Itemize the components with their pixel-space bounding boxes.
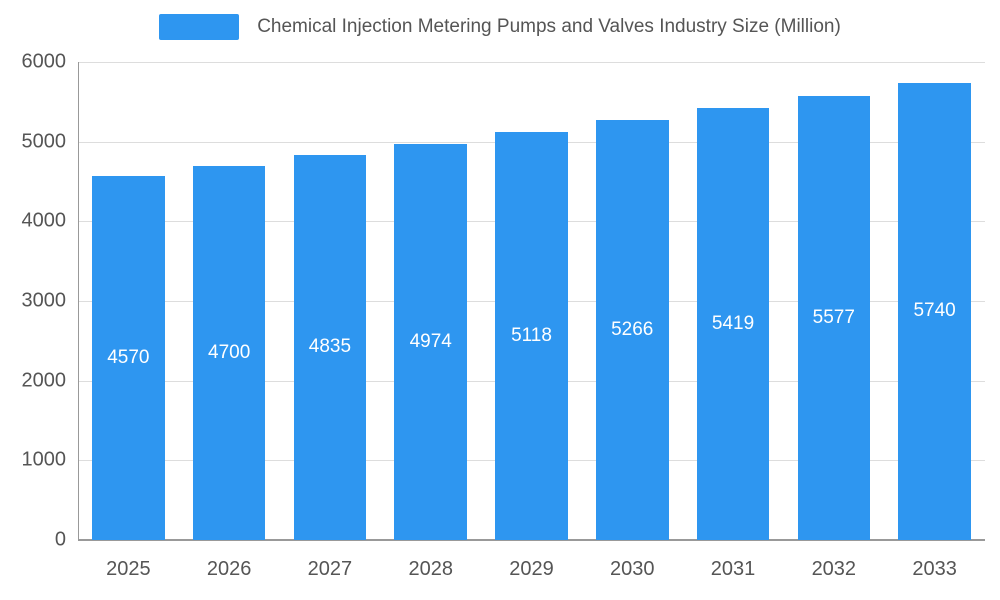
x-axis-tick-label: 2026 — [206, 558, 252, 580]
bar-2025 — [92, 175, 165, 540]
bar-2028 — [394, 143, 467, 540]
x-axis-tick-label: 2032 — [811, 558, 857, 580]
bar-value-label: 4570 — [107, 346, 150, 368]
bar-value-label: 5419 — [711, 313, 755, 335]
y-axis-line — [78, 62, 79, 540]
y-axis-tick-label: 4000 — [21, 209, 67, 232]
bar-value-label: 5118 — [511, 325, 552, 347]
gridline-6000 — [78, 62, 985, 63]
x-axis-tick-label: 2031 — [710, 558, 756, 580]
bar-value-label: 5577 — [812, 306, 855, 328]
chart-title: Chemical Injection Metering Pumps and Va… — [257, 16, 841, 37]
bar-2026 — [192, 165, 266, 540]
x-axis-tick-label: 2028 — [408, 558, 453, 580]
bar-value-label: 5266 — [611, 319, 654, 341]
x-axis-line — [78, 539, 985, 541]
bar-2033 — [898, 82, 971, 540]
y-axis-tick-label: 2000 — [21, 369, 67, 392]
legend-swatch — [159, 14, 240, 40]
bar-2032 — [797, 95, 871, 540]
chart-legend: Chemical Injection Metering Pumps and Va… — [0, 14, 1000, 40]
bar-2029 — [495, 132, 568, 540]
y-axis-tick-label: 0 — [54, 528, 66, 551]
y-axis-tick-label: 6000 — [21, 50, 67, 73]
y-axis-tick-label: 1000 — [21, 448, 67, 471]
bar-2030 — [595, 120, 669, 540]
x-axis-tick-label: 2025 — [106, 558, 151, 580]
bar-value-label: 4974 — [409, 330, 452, 352]
x-axis-tick-label: 2033 — [912, 558, 957, 580]
bar-value-label: 5740 — [913, 300, 956, 322]
x-axis-tick-label: 2027 — [307, 558, 353, 580]
x-axis-tick-label: 2030 — [610, 558, 655, 580]
x-axis-tick-label: 2029 — [509, 558, 554, 580]
bar-2027 — [293, 154, 367, 540]
bar-value-label: 4835 — [308, 336, 352, 358]
y-axis-tick-label: 3000 — [21, 289, 67, 312]
y-axis-tick-label: 5000 — [21, 130, 67, 153]
bar-2031 — [696, 108, 770, 540]
bar-value-label: 4700 — [208, 341, 251, 363]
